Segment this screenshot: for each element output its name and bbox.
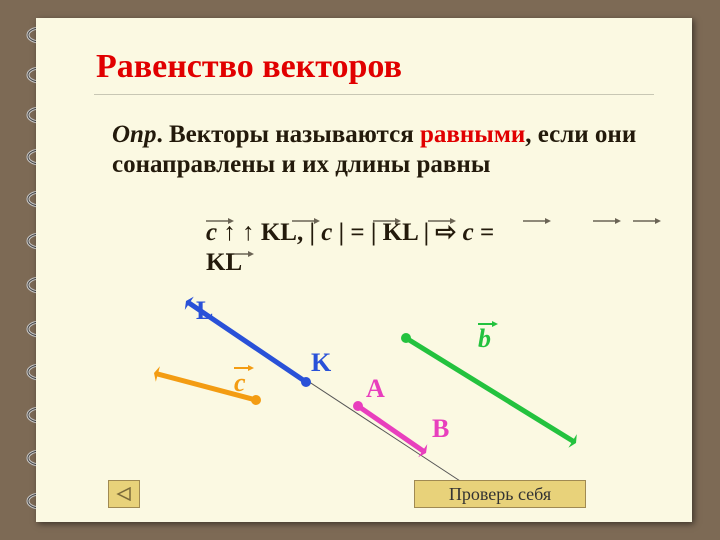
vectors-diagram: L K A Bb c [96, 278, 696, 508]
slide-title: Равенство векторов [96, 48, 402, 86]
vector-label-c: c [234, 368, 246, 398]
back-button[interactable] [108, 480, 140, 508]
vector-label-A: A [366, 374, 385, 404]
definition-highlight: равными [420, 121, 525, 148]
slide-page: Равенство векторов Опр. Векторы называют… [36, 18, 692, 522]
vector-label-B: B [432, 414, 449, 444]
definition-opr: Опр [112, 121, 156, 148]
definition-text: Опр. Векторы называются равными, если он… [112, 120, 652, 179]
vector-label-L: L [196, 296, 213, 326]
title-divider [94, 94, 654, 95]
vector-label-K: K [311, 348, 331, 378]
triangle-left-icon [116, 487, 132, 501]
vector-label-b: b [478, 324, 491, 354]
check-yourself-button[interactable]: Проверь себя [414, 480, 586, 508]
formula-text: c ↑ ↑ KL, | c | = | KL | ⇨ c = KL [206, 218, 676, 278]
